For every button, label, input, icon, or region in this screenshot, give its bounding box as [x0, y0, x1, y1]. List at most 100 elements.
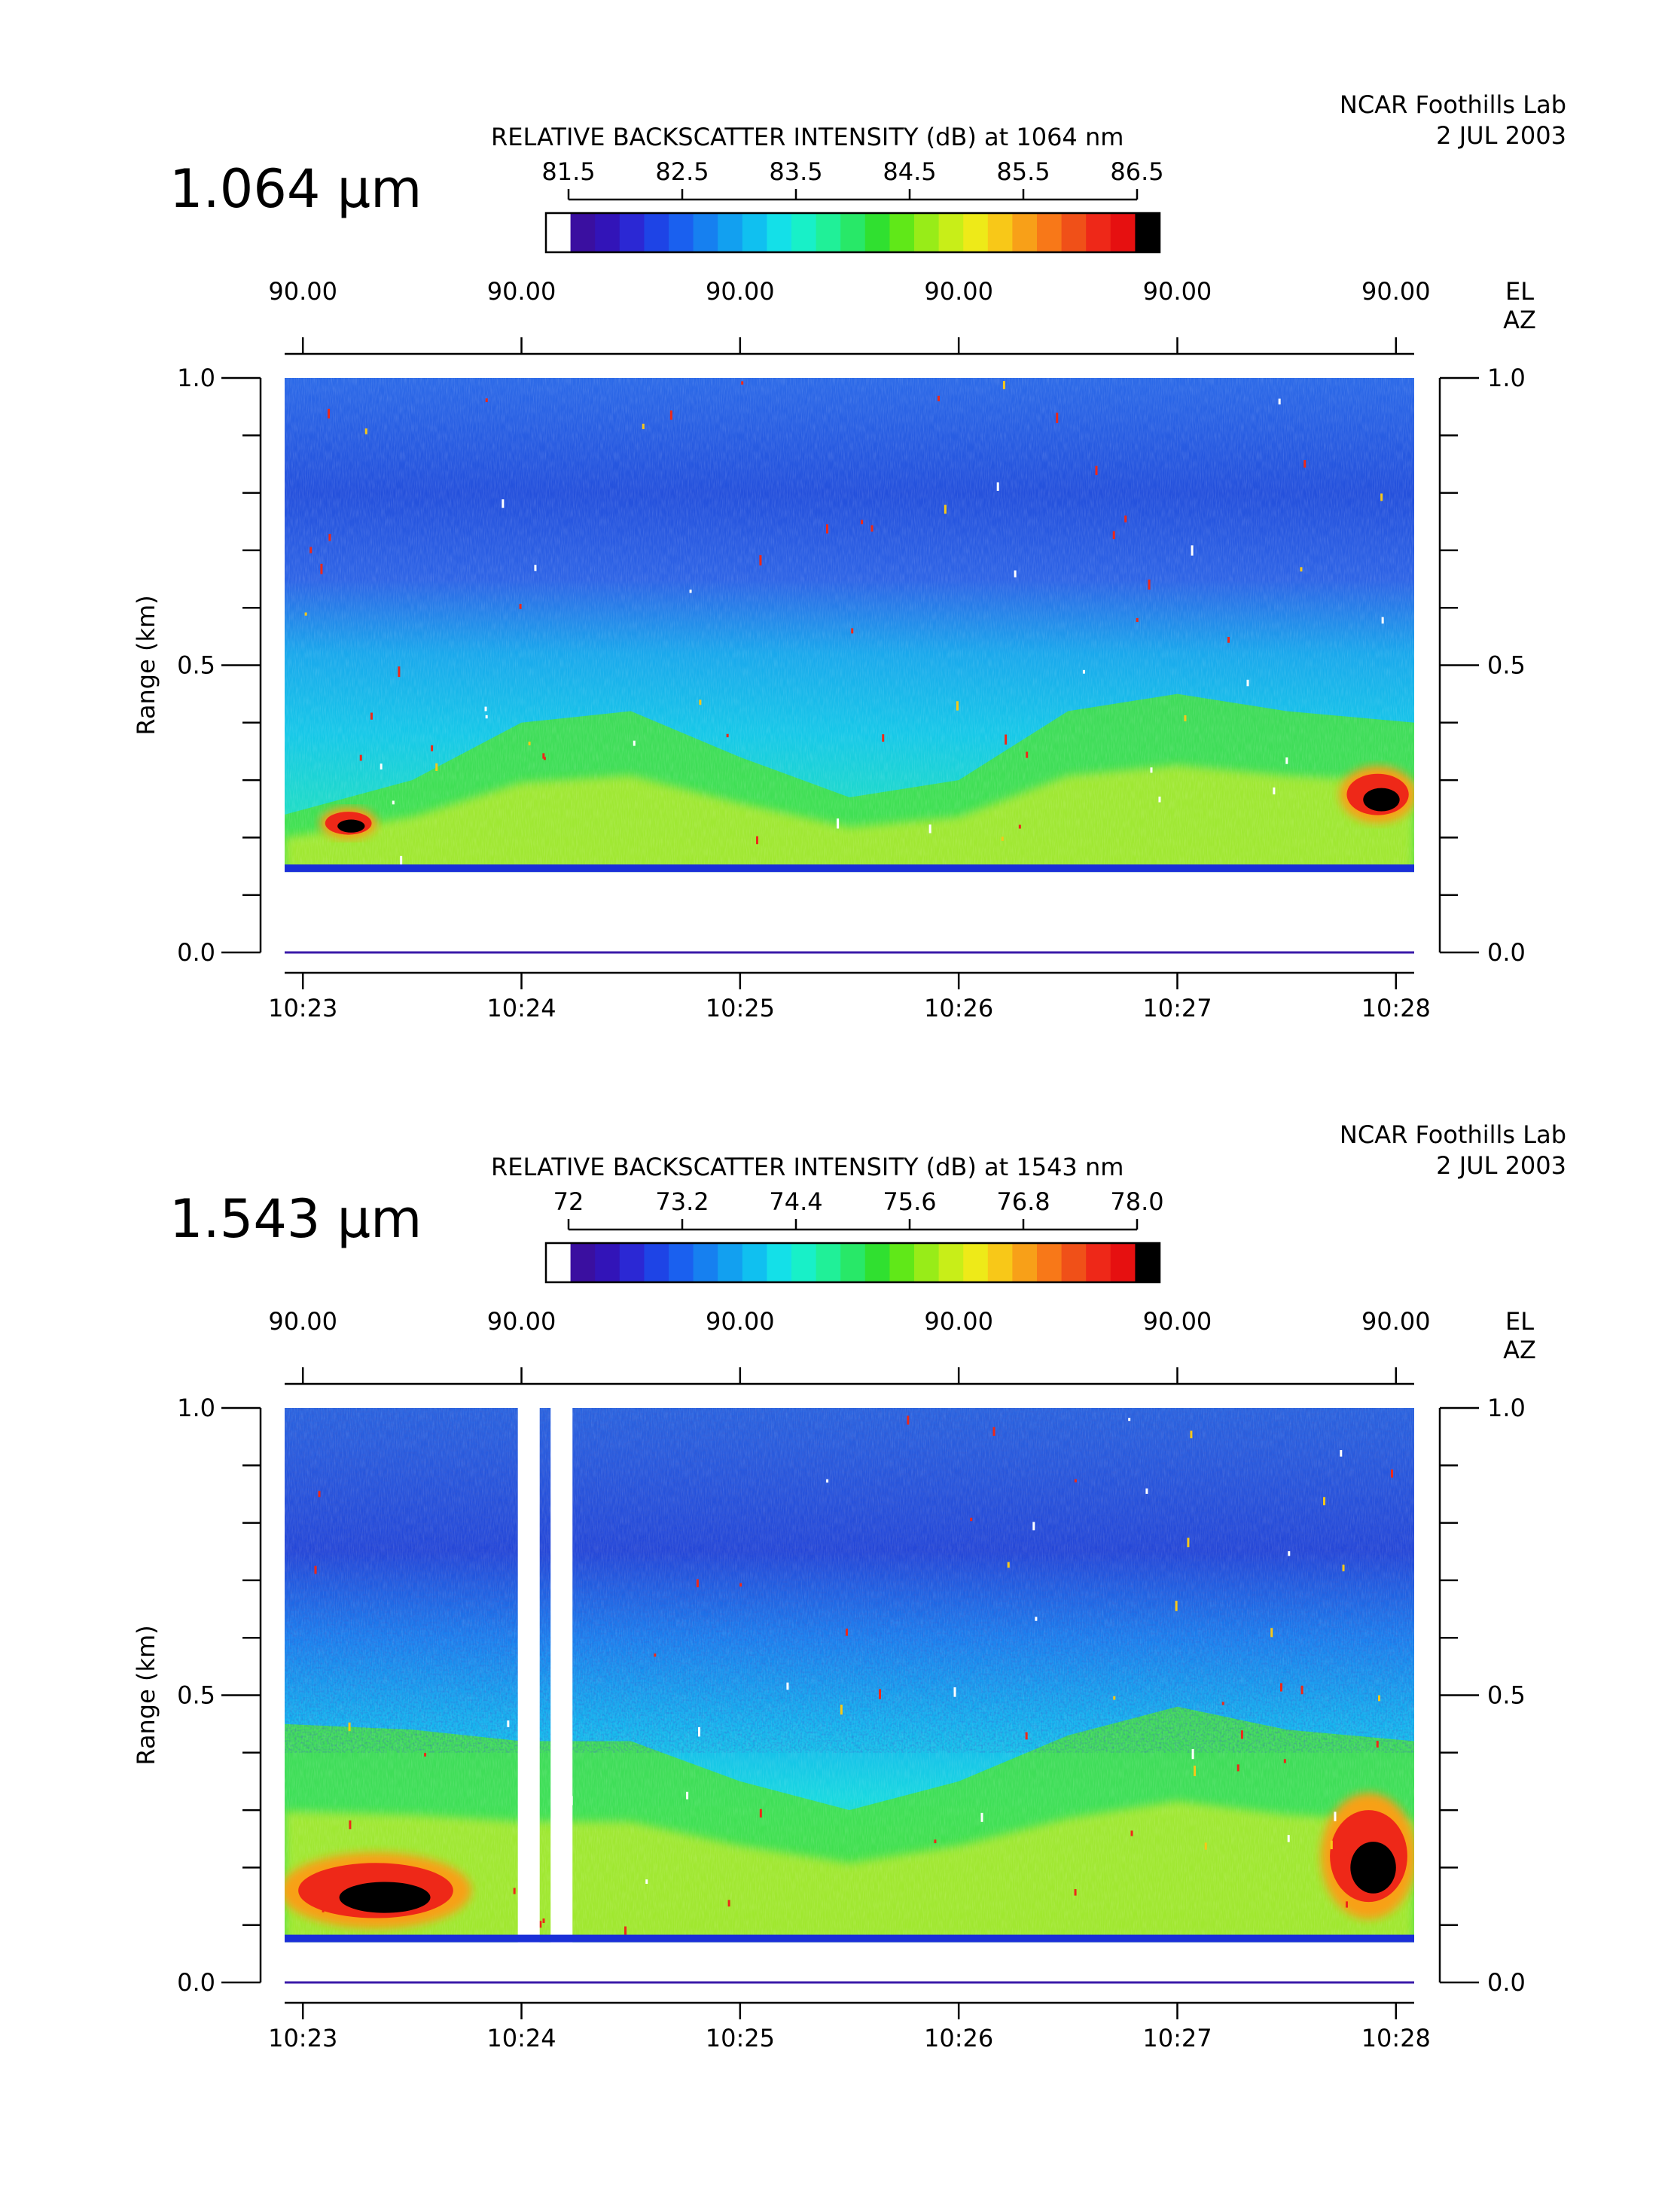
- colorbar-swatch: [864, 1243, 890, 1282]
- noise-pixel: [398, 666, 401, 678]
- noise-pixel: [314, 1565, 317, 1574]
- noise-pixel: [624, 1926, 627, 1935]
- time-tick-label: 10:25: [706, 994, 775, 1022]
- colorbar-tick-label: 76.8: [996, 1187, 1050, 1216]
- panel-1543nm: 1.543 μm RELATIVE BACKSCATTER INTENSITY (…: [132, 1120, 1566, 2052]
- noise-pixel: [953, 1687, 956, 1697]
- noise-pixel: [759, 1809, 762, 1818]
- colorbar-swatch: [889, 213, 915, 252]
- noise-pixel: [861, 520, 864, 525]
- noise-pixel: [1391, 1469, 1394, 1478]
- colorbar-swatch: [619, 213, 645, 252]
- range-tick-label-right: 1.0: [1487, 364, 1526, 392]
- time-tick-label: 10:26: [924, 994, 993, 1022]
- noise-pixel: [349, 1820, 352, 1830]
- range-tick-label-right: 0.5: [1487, 1681, 1526, 1710]
- noise-pixel: [840, 1705, 843, 1715]
- noise-pixel: [698, 1726, 701, 1737]
- noise-pixel: [370, 712, 373, 720]
- noise-pixel: [1018, 824, 1021, 829]
- noise-pixel: [934, 1839, 937, 1844]
- noise-pixel: [1330, 1840, 1333, 1850]
- time-tick-label: 10:28: [1361, 994, 1431, 1022]
- noise-pixel: [1246, 679, 1249, 687]
- colorbar-tick-label: 83.5: [769, 157, 822, 186]
- noise-pixel: [1273, 787, 1276, 795]
- noise-pixel: [1280, 1683, 1283, 1692]
- elevation-tick-label: 90.00: [924, 277, 993, 306]
- range-tick-label-left: 0.0: [177, 938, 215, 967]
- range-tick-label-right: 0.5: [1487, 651, 1526, 680]
- noise-pixel: [348, 1722, 351, 1732]
- noise-pixel: [825, 524, 828, 534]
- time-tick-label: 10:24: [486, 994, 556, 1022]
- data-gap: [550, 1408, 573, 1953]
- noise-pixel: [1130, 1830, 1133, 1836]
- elevation-tick-label: 90.00: [487, 1307, 556, 1336]
- colorbar-swatch: [938, 213, 964, 252]
- noise-pixel: [1145, 1488, 1148, 1495]
- time-tick-label: 10:23: [268, 994, 337, 1022]
- noise-pixel: [380, 763, 383, 769]
- noise-pixel: [1026, 751, 1029, 758]
- colorbar-swatch: [619, 1243, 645, 1282]
- cloud-core: [339, 1882, 431, 1913]
- noise-pixel: [669, 410, 672, 420]
- noise-pixel: [507, 1720, 510, 1727]
- noise-pixel: [502, 499, 505, 508]
- noise-pixel: [543, 757, 546, 760]
- colorbar-tick-label: 86.5: [1110, 157, 1163, 186]
- noise-pixel: [1113, 1696, 1116, 1700]
- colorbar-swatch: [595, 1243, 620, 1282]
- signal-base: [285, 1934, 1414, 1943]
- noise-pixel: [1175, 1601, 1178, 1611]
- time-tick-label: 10:25: [706, 2024, 775, 2052]
- colorbar-swatch: [669, 1243, 694, 1282]
- colorbar-swatch: [767, 213, 792, 252]
- colorbar-swatch: [1110, 213, 1136, 252]
- elevation-tick-label: 90.00: [1361, 277, 1431, 306]
- colorbar-swatch: [1061, 1243, 1087, 1282]
- noise-pixel: [1300, 1685, 1303, 1695]
- noise-pixel: [424, 1753, 427, 1757]
- noise-pixel: [928, 824, 931, 833]
- colorbar-swatch: [1110, 1243, 1136, 1282]
- noise-pixel: [826, 1479, 829, 1483]
- colorbar-swatch: [546, 213, 572, 252]
- elevation-tick-label: 90.00: [1143, 1307, 1212, 1336]
- colorbar-swatch: [742, 1243, 767, 1282]
- colorbar: 81.5 82.5 83.5 84.5 85.5 86.5: [541, 157, 1164, 254]
- noise-pixel: [654, 1653, 657, 1657]
- colorbar-swatch: [644, 1243, 669, 1282]
- noise-pixel: [907, 1415, 910, 1425]
- noise-pixel: [1074, 1889, 1077, 1896]
- noise-pixel: [633, 740, 636, 746]
- noise-pixel: [435, 763, 438, 771]
- noise-pixel: [359, 754, 362, 761]
- noise-pixel: [542, 1918, 545, 1924]
- time-tick-label: 10:26: [924, 2024, 993, 2052]
- noise-pixel: [845, 1629, 848, 1636]
- noise-pixel: [484, 706, 487, 712]
- colorbar-swatch: [816, 213, 841, 252]
- noise-pixel: [1323, 1497, 1326, 1506]
- noise-pixel: [1148, 579, 1151, 590]
- colorbar-swatch: [644, 213, 669, 252]
- colorbar-swatch: [889, 1243, 915, 1282]
- noise-pixel: [322, 1906, 325, 1912]
- noise-pixel: [1380, 493, 1383, 501]
- noise-pixel: [851, 628, 854, 634]
- date-label: 2 JUL 2003: [1436, 1151, 1566, 1180]
- colorbar-swatch: [938, 1243, 964, 1282]
- noise-pixel: [944, 504, 947, 514]
- elevation-tick-label: 90.00: [1361, 1307, 1431, 1336]
- colorbar-swatch: [791, 1243, 817, 1282]
- noise-pixel: [1112, 531, 1115, 540]
- colorbar-swatch: [570, 213, 596, 252]
- colorbar-swatch: [1037, 1243, 1063, 1282]
- date-label: 2 JUL 2003: [1436, 121, 1566, 150]
- noise-pixel: [642, 423, 645, 429]
- colorbar-swatch: [767, 1243, 792, 1282]
- noise-pixel: [1001, 836, 1004, 841]
- cloud-core: [1350, 1842, 1396, 1894]
